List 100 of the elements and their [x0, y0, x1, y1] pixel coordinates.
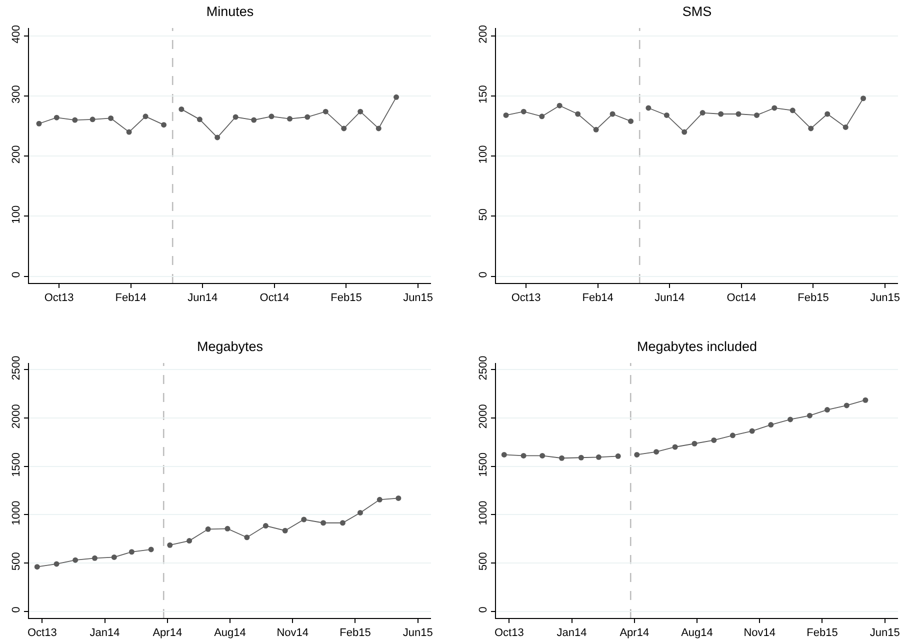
point	[610, 111, 616, 117]
point	[540, 452, 546, 458]
point	[340, 520, 346, 526]
point	[806, 412, 812, 418]
point	[749, 428, 755, 434]
point	[682, 129, 688, 135]
point	[72, 557, 78, 563]
point	[376, 126, 382, 132]
x-tick-label: Jan14	[90, 627, 120, 640]
point	[664, 112, 670, 118]
y-tick-label: 0	[10, 606, 23, 613]
y-tick-label: 2000	[478, 404, 490, 429]
x-tick-label: Oct13	[511, 292, 541, 304]
y-tick-label: 0	[478, 272, 490, 278]
point	[593, 126, 599, 132]
point	[736, 111, 742, 117]
point	[214, 134, 220, 140]
point	[520, 108, 526, 114]
point	[148, 546, 154, 552]
y-tick-label: 1500	[10, 452, 23, 477]
y-tick-label: 0	[478, 606, 490, 613]
point	[860, 96, 866, 102]
point	[394, 94, 400, 100]
y-tick-label: 300	[10, 85, 23, 104]
x-tick-label: Oct14	[726, 292, 756, 304]
point	[322, 108, 328, 114]
point	[556, 102, 562, 108]
point	[672, 444, 678, 450]
point	[575, 111, 581, 117]
point	[358, 108, 364, 114]
point	[178, 106, 184, 112]
point	[768, 422, 774, 428]
point	[788, 416, 794, 422]
x-tick-label: Nov14	[276, 627, 309, 640]
point	[90, 116, 96, 122]
point	[286, 116, 292, 122]
y-tick-label: 500	[478, 552, 490, 571]
point	[754, 112, 760, 118]
point	[692, 440, 698, 446]
point	[844, 402, 850, 408]
x-tick-label: Apr14	[152, 627, 182, 640]
point	[718, 111, 724, 117]
point	[596, 454, 602, 460]
x-tick-label: Aug14	[681, 627, 713, 640]
y-tick-label: 100	[10, 205, 23, 224]
point	[772, 105, 778, 111]
point	[196, 116, 202, 122]
x-tick-label: Oct13	[44, 292, 74, 304]
point	[341, 126, 347, 132]
point	[634, 452, 640, 458]
x-tick-label: Jan14	[556, 627, 587, 640]
point	[244, 534, 250, 540]
point	[232, 114, 238, 120]
point	[128, 549, 134, 555]
point	[862, 397, 868, 403]
point	[36, 120, 42, 126]
point	[282, 528, 288, 534]
point	[808, 126, 814, 132]
point	[304, 114, 310, 120]
x-tick-label: Nov14	[744, 627, 776, 640]
point	[301, 516, 307, 522]
point	[251, 117, 257, 123]
x-tick-label: Feb15	[330, 292, 362, 304]
chart-title: SMS	[682, 4, 712, 19]
point	[357, 510, 363, 516]
point	[142, 114, 148, 120]
x-tick-label: Jun14	[654, 292, 685, 304]
y-tick-label: 100	[478, 145, 490, 164]
y-tick-label: 50	[478, 208, 490, 221]
x-tick-label: Feb14	[115, 292, 146, 304]
y-tick-label: 2500	[478, 356, 490, 380]
point	[34, 564, 40, 570]
point	[790, 108, 796, 114]
chart-title: Minutes	[206, 4, 254, 19]
x-tick-label: Apr14	[620, 627, 650, 640]
point	[559, 455, 564, 461]
x-tick-label: Feb15	[340, 627, 371, 640]
point	[54, 114, 60, 120]
point	[268, 114, 274, 120]
y-tick-label: 200	[478, 24, 490, 44]
point	[646, 105, 652, 111]
point	[503, 112, 509, 118]
x-tick-label: Feb14	[582, 292, 614, 304]
point	[539, 114, 545, 120]
point	[54, 561, 60, 567]
chart-title: Megabytes	[196, 339, 264, 354]
point	[615, 453, 621, 459]
point	[108, 115, 114, 121]
x-tick-label: Jun15	[403, 292, 434, 304]
point	[92, 555, 98, 561]
point	[111, 554, 117, 560]
y-tick-label: 0	[10, 272, 23, 278]
point	[711, 437, 717, 443]
point	[501, 452, 507, 458]
y-tick-label: 2500	[10, 356, 23, 380]
point	[578, 454, 584, 460]
x-tick-label: Oct13	[494, 627, 524, 640]
point	[161, 122, 167, 128]
y-tick-label: 1500	[478, 452, 490, 477]
x-tick-label: Jun14	[188, 292, 218, 304]
